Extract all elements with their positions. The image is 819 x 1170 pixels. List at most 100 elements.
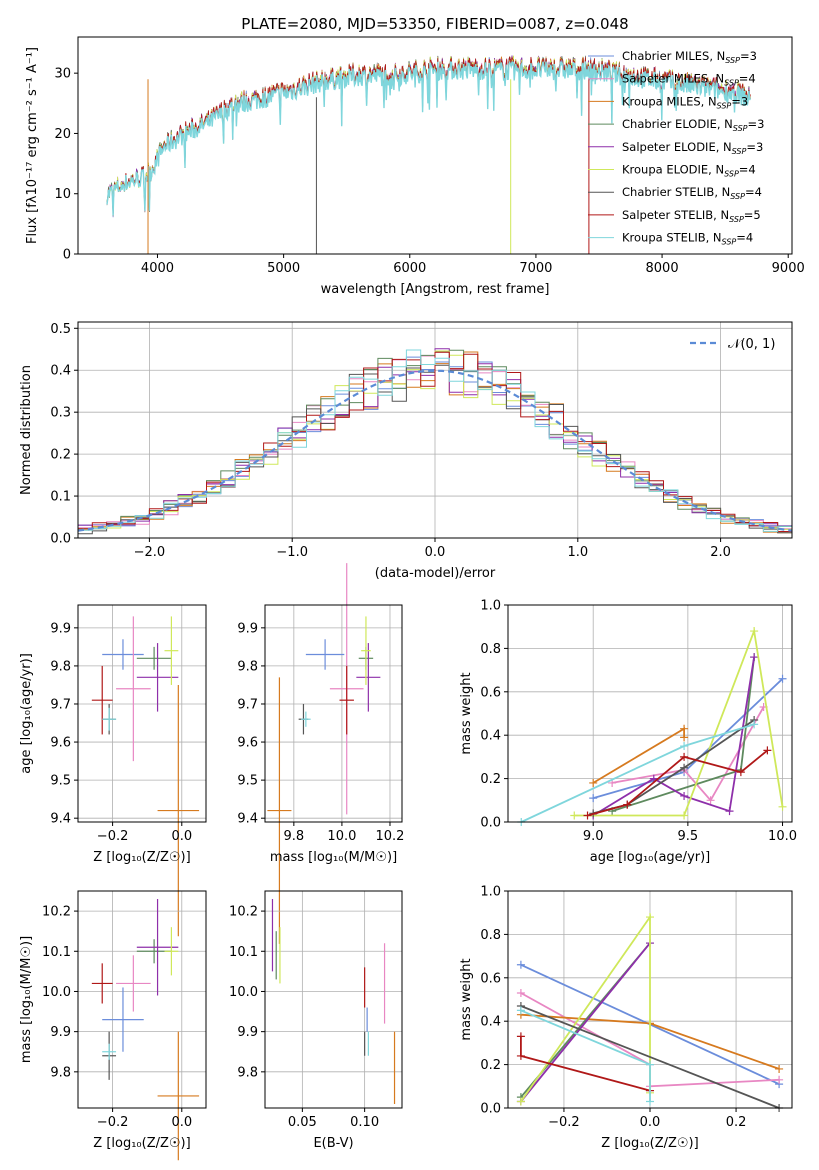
plot-data: [267, 563, 381, 944]
histograms: [78, 348, 792, 537]
y-axis-label: age [log₁₀(age/yr)]: [19, 653, 34, 774]
plot-data: [91, 899, 200, 1161]
y-tick-label: 9.8: [237, 659, 258, 674]
spectrum-legend: Chabrier MILES, NSSP=3 Salpeter MILES, NS…: [588, 49, 764, 247]
x-axis-label: age [log₁₀(age/yr)]: [590, 850, 711, 865]
y-axis-label: Normed distribution: [19, 365, 34, 495]
axes: 9.8 10.0 10.2 9.4 9.5 9.6 9.7 9.8 9.9 mass [log₁₀…: [237, 604, 404, 865]
x-tick-label: 9000: [772, 261, 805, 276]
x-tick-label: 8000: [646, 261, 679, 276]
y-tick-label: 0.3: [50, 406, 71, 421]
y-tick-label: 0.4: [50, 364, 71, 379]
weight-marker: [583, 811, 592, 820]
y-tick-label: 0.2: [480, 1058, 501, 1073]
legend-label: Chabrier STELIB, NSSP=4: [622, 185, 762, 201]
y-tick-label: 9.9: [237, 621, 258, 636]
y-tick-label: 10.2: [42, 905, 71, 920]
error-point: [157, 684, 200, 937]
y-tick-label: 0.2: [480, 772, 501, 787]
axes-frame: [77, 36, 793, 255]
error-point: [116, 955, 151, 1012]
weight-marker: [775, 1075, 784, 1084]
legend-label: 𝒩(0, 1): [728, 337, 775, 352]
error-point: [136, 643, 179, 712]
weight-marker: [516, 988, 525, 997]
error-point: [102, 987, 144, 1052]
y-axis-label: Flux [fλ10⁻¹⁷ erg cm⁻² s⁻¹ A⁻¹]: [25, 47, 40, 244]
x-tick-label: 9.5: [678, 829, 699, 844]
y-tick-label: 9.8: [50, 1065, 71, 1080]
weight-marker: [750, 653, 759, 662]
grid-lines: [265, 605, 402, 822]
grid-lines: [265, 891, 402, 1108]
x-tick-label: 0.0: [640, 1115, 661, 1130]
axes: −0.2 0.0 9.8 9.9 10.0 10.1 10.2 Z [log₁₀(Z/Z☉)]…: [19, 890, 207, 1151]
weight-marker: [680, 742, 689, 751]
weight-line: [520, 942, 651, 1103]
y-tick-label: 20: [54, 127, 71, 142]
plot-data: [91, 616, 200, 937]
weight-line: [574, 627, 784, 817]
weight-marker: [589, 778, 598, 787]
x-tick-label: 6000: [393, 261, 426, 276]
weight-marker: [516, 960, 525, 969]
x-tick-label: −0.2: [97, 1115, 129, 1130]
error-point: [267, 677, 292, 944]
y-tick-label: 10.1: [42, 945, 71, 960]
y-tick-label: 9.9: [237, 1025, 258, 1040]
legend-label: Chabrier MILES, NSSP=3: [622, 49, 757, 65]
y-tick-label: 9.8: [50, 659, 71, 674]
histogram-step: [78, 349, 792, 532]
error-point: [356, 643, 381, 712]
y-tick-label: 0.8: [480, 642, 501, 657]
residuals-panel: −2.0 −1.0 0.0 1.0 2.0 0.0 0.1 0.2 0.3 0.4 0.5 (data…: [19, 321, 793, 581]
axes-frame: [264, 604, 403, 823]
legend-label: Kroupa ELODIE, NSSP=4: [622, 163, 756, 179]
y-axis-label: mass weight: [459, 958, 474, 1040]
y-tick-label: 9.7: [50, 697, 71, 712]
y-axis-label: mass weight: [459, 672, 474, 754]
x-axis-label: Z [log₁₀(Z/Z☉)]: [93, 1136, 190, 1151]
y-tick-label: 10.0: [42, 985, 71, 1000]
axes: 4000 5000 6000 7000 8000 9000 0 10 20 30 wavelengt…: [25, 36, 805, 297]
y-tick-label: 10: [54, 187, 71, 202]
weight-marker: [778, 802, 787, 811]
weight-marker: [646, 1060, 654, 1069]
error-point: [305, 639, 345, 670]
y-tick-label: 0.4: [480, 1015, 501, 1030]
weight-marker: [778, 674, 787, 683]
y-tick-label: 9.4: [237, 812, 258, 827]
x-axis-label: Z [log₁₀(Z/Z☉)]: [601, 1136, 698, 1151]
weight-line: [520, 1036, 651, 1092]
weight-marker: [750, 720, 759, 729]
x-tick-label: 9.8: [283, 829, 304, 844]
weight-line: [520, 1005, 780, 1109]
weight-marker: [570, 811, 579, 820]
axes-frame: [507, 890, 793, 1109]
weight-marker: [750, 627, 759, 636]
weight-marker: [589, 794, 598, 803]
weight-marker: [680, 763, 689, 772]
axes-frame: [77, 890, 207, 1109]
weight-marker: [680, 752, 689, 761]
x-tick-label: 10.0: [768, 829, 797, 844]
legend-label: Kroupa STELIB, NSSP=4: [622, 231, 753, 247]
y-tick-label: 1.0: [480, 885, 501, 900]
weight-marker: [516, 1097, 525, 1106]
y-tick-label: 0.0: [480, 1102, 501, 1117]
y-tick-label: 10.1: [229, 945, 258, 960]
x-axis-label: (data-model)/error: [375, 566, 496, 581]
x-tick-label: 1.0: [567, 545, 588, 560]
y-tick-label: 30: [54, 67, 71, 82]
weight-marker: [680, 811, 689, 820]
legend-label: Salpeter MILES, NSSP=4: [622, 72, 756, 88]
x-tick-label: 0.05: [288, 1115, 317, 1130]
grid-lines: [78, 891, 206, 1108]
error-point: [164, 616, 179, 685]
x-tick-label: 0.0: [425, 545, 446, 560]
x-tick-label: 10.0: [327, 829, 356, 844]
x-axis-label: wavelength [Angstrom, rest frame]: [321, 282, 550, 297]
residuals-legend: 𝒩(0, 1): [690, 337, 775, 352]
mass-vs-metallicity-panel: −0.2 0.0 9.8 9.9 10.0 10.1 10.2 Z [log₁₀(Z/Z☉)]…: [19, 890, 207, 1161]
weight-marker: [680, 733, 689, 742]
